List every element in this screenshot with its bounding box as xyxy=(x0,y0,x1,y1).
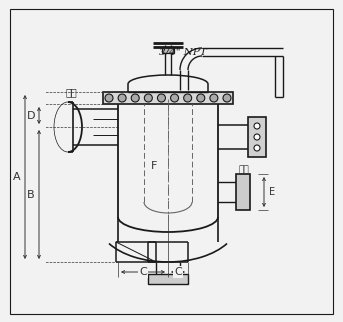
Circle shape xyxy=(170,94,179,102)
Text: 出口: 出口 xyxy=(239,166,249,175)
Text: E: E xyxy=(269,187,275,197)
Text: A: A xyxy=(13,172,21,182)
Bar xyxy=(162,47,174,53)
Circle shape xyxy=(210,94,218,102)
Circle shape xyxy=(144,94,152,102)
Circle shape xyxy=(105,94,113,102)
Circle shape xyxy=(254,123,260,129)
Text: 入口: 入口 xyxy=(65,87,77,97)
Text: 3/4" NPT: 3/4" NPT xyxy=(159,47,207,56)
Circle shape xyxy=(131,94,139,102)
Circle shape xyxy=(118,94,126,102)
Circle shape xyxy=(254,145,260,151)
Text: B: B xyxy=(27,190,35,200)
Circle shape xyxy=(157,94,165,102)
Text: D: D xyxy=(27,111,35,121)
Text: C: C xyxy=(174,267,182,277)
Bar xyxy=(103,92,233,104)
Bar xyxy=(248,117,266,157)
Bar xyxy=(148,274,188,284)
Bar xyxy=(236,174,250,210)
Circle shape xyxy=(223,94,231,102)
Circle shape xyxy=(254,134,260,140)
Circle shape xyxy=(197,94,205,102)
Text: F: F xyxy=(151,161,157,171)
Text: C: C xyxy=(139,267,147,277)
Circle shape xyxy=(184,94,192,102)
